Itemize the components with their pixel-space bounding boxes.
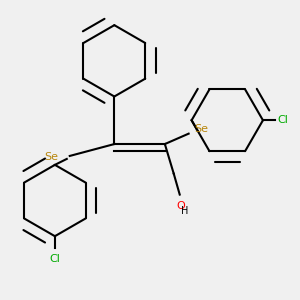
Text: O: O: [177, 200, 186, 211]
Text: H: H: [182, 206, 189, 217]
Text: Se: Se: [195, 124, 208, 134]
Text: Cl: Cl: [50, 254, 60, 264]
Text: Se: Se: [44, 152, 58, 162]
Text: Cl: Cl: [278, 115, 289, 125]
